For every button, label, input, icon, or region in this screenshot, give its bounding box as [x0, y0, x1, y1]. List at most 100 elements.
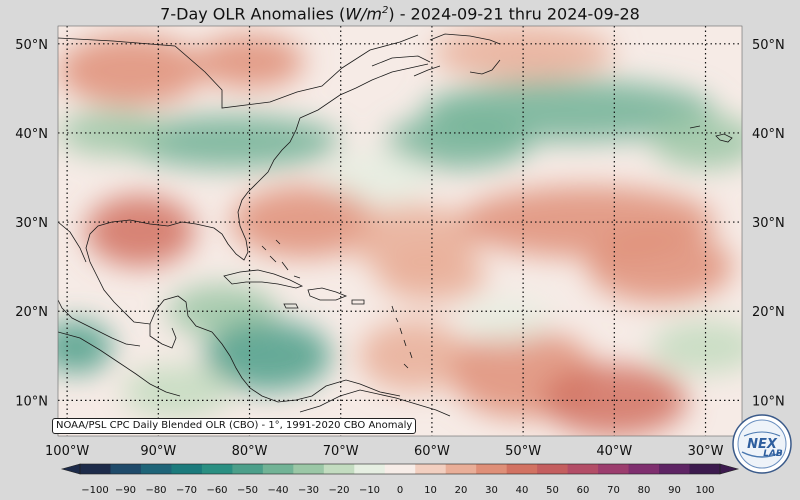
colorbar-segment [354, 464, 386, 474]
colorbar-segment [110, 464, 142, 474]
latitude-label: 10°N [15, 394, 48, 409]
anomaly-blob [650, 115, 742, 169]
colorbar-frame [79, 463, 721, 475]
anomaly-blob [121, 115, 341, 169]
colorbar-tick-label: 10 [424, 485, 437, 496]
anomaly-blob [459, 297, 551, 343]
colorbar-tick-label: 60 [577, 485, 590, 496]
colorbar-segment [598, 464, 630, 474]
anomaly-blob [121, 364, 232, 419]
mexico-coast [58, 221, 181, 397]
anomaly-field [58, 26, 742, 436]
longitude-label: 70°W [323, 444, 359, 459]
svg-text:LAB: LAB [763, 449, 783, 459]
anomaly-blob [58, 34, 204, 107]
us-east-coast [85, 117, 301, 333]
colorbar-segment [171, 464, 203, 474]
svg-text:NEX: NEX [747, 437, 778, 452]
anomaly-blob [431, 26, 615, 80]
bahamas [261, 239, 301, 279]
title-prefix: 7-Day OLR Anomalies ( [160, 4, 346, 24]
colorbar-tick-label: 20 [455, 485, 468, 496]
colorbar-tick-label: −10 [359, 485, 380, 496]
central-america-coast [211, 331, 401, 403]
anomaly-blob [650, 320, 742, 374]
newfoundland [689, 125, 733, 143]
latitude-label: 20°N [752, 305, 785, 320]
colorbar-tick-label: 30 [485, 485, 498, 496]
longitude-label: 80°W [232, 444, 268, 459]
jamaica [283, 303, 299, 309]
longitude-label: 40°W [596, 444, 632, 459]
colorbar-segment [476, 464, 508, 474]
lesser-antilles [391, 305, 413, 369]
colorbar-tick-label: −60 [206, 485, 227, 496]
colorbar-segment [201, 464, 233, 474]
colorbar-tick-label: −40 [267, 485, 288, 496]
colorbar-tick-label: 70 [607, 485, 620, 496]
colorbar: −100 −90 −80 −70 −60 −50 −40 −30 −20 −10 0 10 20 30 40… [60, 463, 740, 496]
title-unit: W/m [345, 4, 382, 24]
colorbar-extend-low [60, 463, 81, 475]
us-canada-border [58, 34, 419, 109]
latitude-label: 50°N [15, 38, 48, 53]
latitude-labels-left: 50°N 40°N 30°N 20°N 10°N [15, 38, 48, 410]
yucatan [149, 324, 177, 349]
colorbar-segment [232, 464, 264, 474]
latitude-label: 50°N [752, 38, 785, 53]
colorbar-segment [323, 464, 355, 474]
colorbar-tick-label: −30 [298, 485, 319, 496]
map-title: 7-Day OLR Anomalies (W/m2) - 2024-09-21 … [0, 0, 800, 24]
title-unit-exponent: 2 [381, 5, 389, 16]
longitude-label: 60°W [414, 444, 450, 459]
latitude-label: 10°N [752, 394, 785, 409]
anomaly-blob [586, 230, 733, 303]
colorbar-tick-label: 50 [546, 485, 559, 496]
latitude-label: 40°N [752, 127, 785, 142]
latitude-label: 30°N [752, 216, 785, 231]
latitude-label: 40°N [15, 127, 48, 142]
graticule [58, 26, 742, 436]
colorbar-tick-label: −90 [115, 485, 136, 496]
colorbar-tick-label: 90 [668, 485, 681, 496]
hispaniola [307, 287, 348, 301]
anomaly-blob [194, 34, 305, 89]
longitude-labels: 100°W 90°W 80°W 70°W 60°W 50°W 40°W 30°W [45, 444, 724, 459]
colorbar-tick-label: −20 [328, 485, 349, 496]
latitude-labels-right: 50°N 40°N 30°N 20°N 10°N [752, 38, 785, 410]
longitude-label: 100°W [45, 444, 89, 459]
colorbar-tick-label: 40 [516, 485, 529, 496]
canadian-maritimes-coast [299, 33, 501, 119]
colorbar-segment [659, 464, 691, 474]
south-america-coast [299, 389, 451, 417]
latitude-label: 20°N [15, 305, 48, 320]
colorbar-segment [506, 464, 538, 474]
anomaly-blob [203, 320, 332, 392]
colorbar-segment [262, 464, 294, 474]
colorbar-tick-label: −70 [176, 485, 197, 496]
anomaly-blob [58, 320, 113, 374]
colorbar-segment [445, 464, 477, 474]
colorbar-segment [415, 464, 447, 474]
nex-lab-logo: NEX LAB [732, 414, 792, 474]
map-frame [57, 25, 743, 437]
colorbar-tick-label: 100 [695, 485, 714, 496]
anomaly-blob [322, 150, 432, 205]
data-source-label: NOAA/PSL CPC Daily Blended OLR (CBO) - 1… [52, 418, 417, 434]
colorbar-segment [293, 464, 325, 474]
anomaly-blob [377, 248, 487, 303]
longitude-label: 30°W [688, 444, 724, 459]
colorbar-segment [80, 464, 111, 474]
anomaly-blob [422, 79, 715, 142]
colorbar-tick-label: −80 [145, 485, 166, 496]
anomaly-blob [231, 186, 378, 258]
coastlines [58, 33, 733, 417]
colorbar-segment [384, 464, 416, 474]
colorbar-segment [537, 464, 569, 474]
colorbar-tick-label: −50 [237, 485, 258, 496]
colorbar-tick-label: 0 [397, 485, 403, 496]
colorbar-tick-label: −100 [81, 485, 108, 496]
puerto-rico [351, 299, 365, 305]
anomaly-blob [85, 195, 195, 267]
